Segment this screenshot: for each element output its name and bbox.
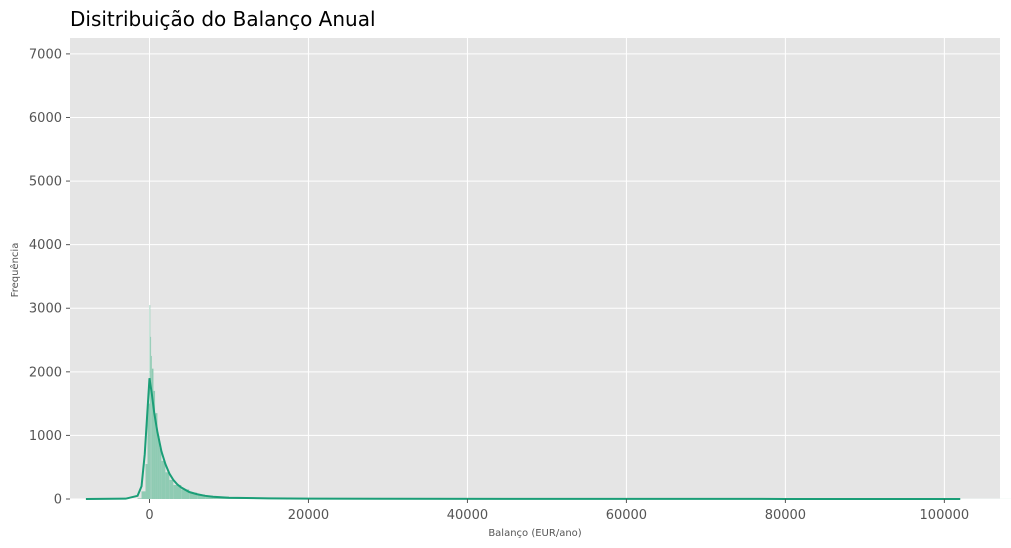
histogram-bar-18 bbox=[197, 494, 206, 499]
histogram-bar-6 bbox=[151, 355, 152, 499]
y-axis-label: Frequência bbox=[9, 243, 21, 298]
x-tick-label-4: 80000 bbox=[765, 508, 806, 523]
histogram-bar-0 bbox=[137, 498, 142, 499]
y-tick-label-5: 5000 bbox=[29, 175, 62, 190]
x-tick-label-0: 0 bbox=[145, 508, 153, 523]
kde-curve bbox=[85, 378, 961, 500]
y-axis-ticks: 0 1000 2000 3000 4000 5000 6000 7000 bbox=[29, 47, 70, 508]
histogram-bar-2 bbox=[145, 464, 148, 499]
histogram-bar-10 bbox=[157, 435, 160, 499]
x-tick-label-2: 40000 bbox=[447, 508, 488, 523]
x-tick-label-1: 20000 bbox=[288, 508, 329, 523]
histogram-bar-7 bbox=[151, 368, 154, 499]
histogram-bar-14 bbox=[169, 479, 174, 499]
x-axis-label: Balanço (EUR/ano) bbox=[488, 528, 581, 539]
histogram-bar-5 bbox=[150, 336, 152, 499]
histogram-bar-17 bbox=[189, 492, 198, 499]
y-tick-label-0: 0 bbox=[54, 493, 62, 508]
histogram-bar-4 bbox=[149, 305, 151, 499]
histogram-bar-19 bbox=[205, 495, 214, 499]
histogram-bar-8 bbox=[153, 390, 156, 499]
y-tick-label-7: 7000 bbox=[29, 47, 62, 62]
histogram-bar-13 bbox=[165, 472, 170, 499]
histogram-bar-16 bbox=[181, 489, 190, 499]
histogram-bar-11 bbox=[159, 448, 162, 499]
chart-title: Disitribuição do Balanço Anual bbox=[70, 7, 376, 31]
y-tick-label-3: 3000 bbox=[29, 302, 62, 317]
plot-background bbox=[70, 38, 1000, 499]
histogram-bar-12 bbox=[161, 460, 166, 499]
x-tick-label-5: 100000 bbox=[920, 508, 970, 523]
y-tick-label-2: 2000 bbox=[29, 365, 62, 380]
grid-lines bbox=[70, 38, 1000, 500]
y-tick-label-1: 1000 bbox=[29, 429, 62, 444]
x-tick-label-3: 60000 bbox=[606, 508, 647, 523]
y-tick-label-4: 4000 bbox=[29, 238, 62, 253]
x-axis-ticks: 0 20000 40000 60000 80000 100000 bbox=[145, 499, 969, 523]
histogram-bar-1 bbox=[141, 491, 146, 499]
histogram-bar-3 bbox=[147, 403, 150, 499]
y-tick-label-6: 6000 bbox=[29, 111, 62, 126]
histogram-bar-15 bbox=[173, 485, 182, 499]
histogram-bar-9 bbox=[155, 413, 158, 499]
